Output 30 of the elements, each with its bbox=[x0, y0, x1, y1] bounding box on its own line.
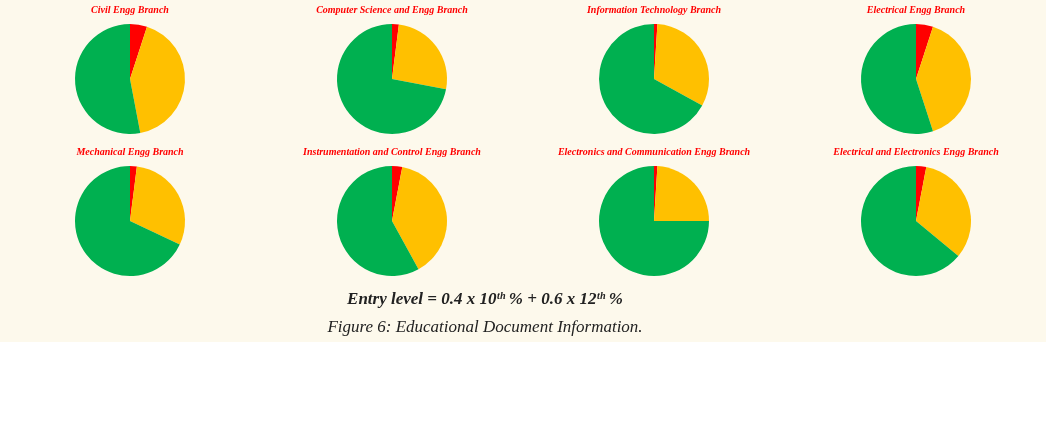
chart-title: Computer Science and Engg Branch bbox=[316, 4, 469, 15]
pie-slice bbox=[861, 166, 959, 276]
pie-slice bbox=[654, 24, 709, 106]
chart-title: Instrumentation and Control Engg Branch bbox=[302, 146, 482, 157]
pie-slice bbox=[130, 26, 185, 134]
pie-slice bbox=[75, 166, 180, 276]
pie-slice bbox=[916, 26, 971, 132]
pie-slice bbox=[337, 166, 419, 276]
pie-slice bbox=[75, 24, 141, 134]
pie-slice bbox=[392, 166, 447, 270]
chart-title: Information Technology Branch bbox=[585, 4, 722, 15]
chart-title: Civil Engg Branch bbox=[91, 4, 170, 15]
chart-title: Electrical Engg Branch bbox=[865, 4, 966, 15]
pie-slice bbox=[599, 166, 709, 276]
pie-slice bbox=[337, 24, 447, 134]
pie-slice bbox=[392, 24, 447, 90]
chart-title: Electrical and Electronics Engg Branch bbox=[832, 146, 1000, 157]
pie-slice bbox=[392, 166, 403, 221]
pie-slice bbox=[130, 166, 185, 245]
pie-slice bbox=[916, 24, 933, 79]
text: Entry level = 0.4 x 10ᵗʰ % + 0.6 x 12ᵗʰ % bbox=[346, 289, 623, 308]
pie-slice bbox=[130, 24, 147, 79]
chart-title: Mechanical Engg Branch bbox=[75, 146, 185, 157]
pie-slice bbox=[654, 166, 709, 221]
pie-slice bbox=[916, 166, 971, 257]
pie-slice bbox=[916, 166, 927, 221]
caption: Figure 6: Educational Document Information. bbox=[326, 317, 643, 336]
pie-slice bbox=[599, 24, 703, 134]
chart-title: Electronics and Communication Engg Branch bbox=[556, 146, 751, 157]
pie-slice bbox=[861, 24, 933, 134]
